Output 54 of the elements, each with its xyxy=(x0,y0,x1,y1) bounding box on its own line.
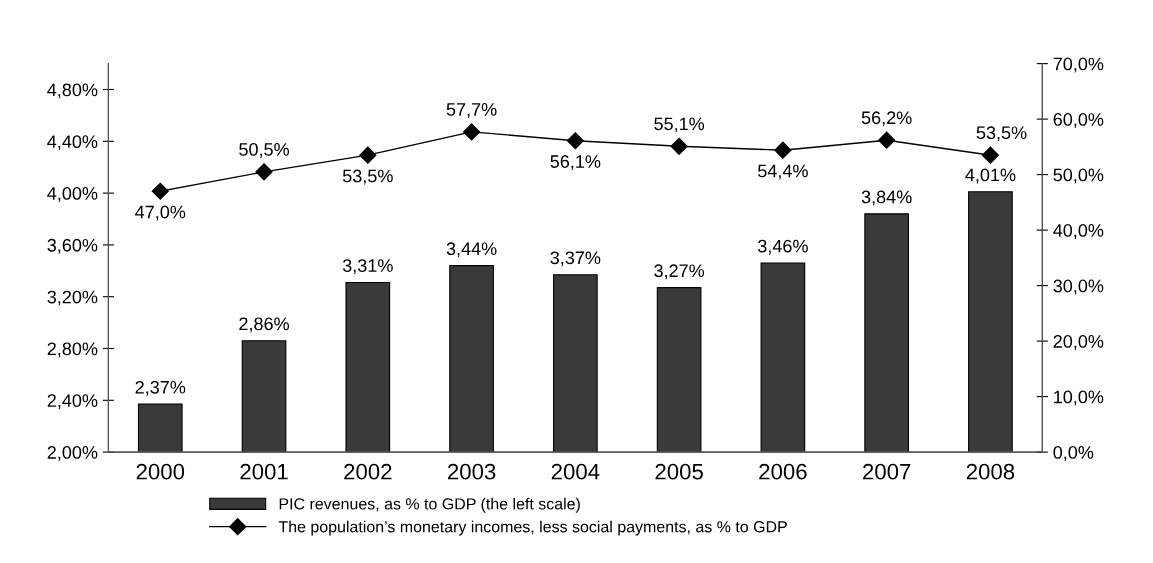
y2-tick-label: 20,0% xyxy=(1053,335,1104,350)
data-label: 56,2% xyxy=(861,111,912,127)
data-label: 3,46% xyxy=(757,239,808,255)
y-tick-label: 4,40% xyxy=(47,135,98,151)
y2-tick-label: 70,0% xyxy=(1053,57,1104,73)
y-tick-label: 3,20% xyxy=(47,290,98,306)
data-label: 3,31% xyxy=(342,259,393,275)
data-label: 3,84% xyxy=(861,190,912,206)
point xyxy=(151,182,169,200)
data-label: 3,37% xyxy=(550,251,601,267)
data-label: 55,1% xyxy=(654,117,705,133)
x-tick-label: 2004 xyxy=(551,463,600,480)
y2-tick-label: 40,0% xyxy=(1053,224,1104,239)
data-label: 56,1% xyxy=(550,155,601,171)
data-label: 3,27% xyxy=(654,264,705,280)
x-tick-label: 2002 xyxy=(344,463,392,480)
point xyxy=(463,123,481,141)
legend-label: PIC revenues, as % to GDP (the left scale) xyxy=(279,497,580,513)
x-tick-label: 2001 xyxy=(240,463,288,480)
data-label: 53,5% xyxy=(342,169,393,185)
x-tick-label: 2007 xyxy=(863,463,911,480)
legend-label: The population’s monetary incomes, less social payments, as % to GDP xyxy=(278,520,787,536)
data-label: 50,5% xyxy=(239,142,289,158)
data-label: 2,37% xyxy=(135,380,186,396)
y-tick-label: 2,00% xyxy=(47,446,98,461)
point xyxy=(774,141,792,159)
data-label: 57,7% xyxy=(446,103,497,118)
x-tick-label: 2000 xyxy=(136,463,185,480)
y2-tick-label: 60,0% xyxy=(1053,113,1104,128)
point xyxy=(255,163,273,181)
point xyxy=(878,131,896,149)
point xyxy=(981,146,999,164)
data-label: 53,5% xyxy=(976,126,1027,142)
data-label: 4,01% xyxy=(965,168,1016,184)
y-tick-label: 2,80% xyxy=(47,342,98,358)
x-tick-label: 2008 xyxy=(966,463,1015,480)
x-tick-label: 2003 xyxy=(447,463,496,480)
y2-tick-label: 0,0% xyxy=(1053,446,1094,461)
y-tick-label: 4,00% xyxy=(47,187,98,202)
point xyxy=(359,146,377,164)
y-tick-label: 2,40% xyxy=(47,394,98,410)
data-label: 2,86% xyxy=(239,317,289,333)
data-label: 47,0% xyxy=(135,205,186,221)
y2-tick-label: 10,0% xyxy=(1054,390,1104,406)
data-label: 54,4% xyxy=(758,164,808,180)
x-tick-label: 2005 xyxy=(655,463,703,480)
y2-tick-label: 50,0% xyxy=(1053,168,1104,184)
x-tick-label: 2006 xyxy=(759,463,807,480)
point xyxy=(566,132,584,150)
point xyxy=(670,137,688,155)
data-label: 3,44% xyxy=(446,242,497,258)
y-tick-label: 4,80% xyxy=(47,83,98,99)
y-tick-label: 3,60% xyxy=(47,238,98,254)
y2-tick-label: 30,0% xyxy=(1053,279,1104,295)
